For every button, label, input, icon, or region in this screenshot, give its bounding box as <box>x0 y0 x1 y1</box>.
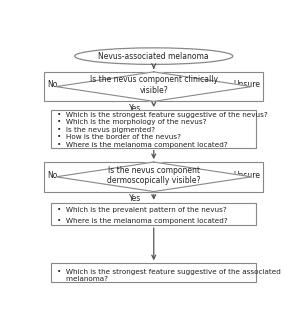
Polygon shape <box>56 162 251 191</box>
Text: No: No <box>47 80 57 89</box>
Text: Unsure: Unsure <box>234 171 261 180</box>
Text: •  Where is the melanoma component located?: • Where is the melanoma component locate… <box>57 142 227 148</box>
Text: Yes: Yes <box>129 104 141 113</box>
FancyBboxPatch shape <box>52 110 256 148</box>
Text: Unsure: Unsure <box>234 80 261 89</box>
Text: No: No <box>47 171 57 180</box>
Text: Yes: Yes <box>129 194 141 203</box>
Text: •  Which is the strongest feature suggestive of the associated
    melanoma?: • Which is the strongest feature suggest… <box>57 269 280 282</box>
Ellipse shape <box>75 48 233 64</box>
Text: Is the nevus component
dermoscopically visible?: Is the nevus component dermoscopically v… <box>107 166 200 185</box>
FancyBboxPatch shape <box>52 263 256 282</box>
Text: Is the nevus component clinically
visible?: Is the nevus component clinically visibl… <box>90 75 218 95</box>
Text: •  Which is the prevalent pattern of the nevus?: • Which is the prevalent pattern of the … <box>57 207 226 213</box>
Text: Nevus-associated melanoma: Nevus-associated melanoma <box>98 51 209 61</box>
Text: •  Where is the melanoma component located?: • Where is the melanoma component locate… <box>57 218 227 224</box>
FancyBboxPatch shape <box>52 203 256 225</box>
Text: •  How is the border of the nevus?: • How is the border of the nevus? <box>57 134 181 141</box>
Text: •  Which is the strongest feature suggestive of the nevus?: • Which is the strongest feature suggest… <box>57 112 267 118</box>
Polygon shape <box>56 72 251 101</box>
Text: •  Which is the morphology of the nevus?: • Which is the morphology of the nevus? <box>57 119 206 125</box>
Text: •  Is the nevus pigmented?: • Is the nevus pigmented? <box>57 127 155 133</box>
